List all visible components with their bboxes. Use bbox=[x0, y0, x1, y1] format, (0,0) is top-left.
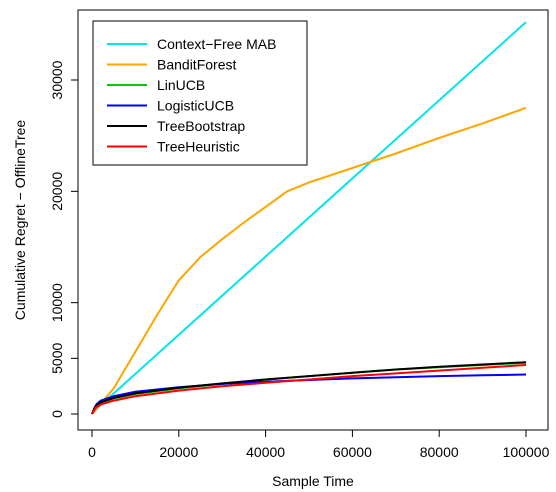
legend-label-3: LogisticUCB bbox=[157, 98, 234, 114]
legend-label-1: BanditForest bbox=[157, 57, 236, 73]
x-tick-label: 0 bbox=[88, 444, 96, 460]
series-line-2 bbox=[91, 361, 527, 415]
series-line-4 bbox=[91, 361, 527, 415]
y-tick-label: 30000 bbox=[49, 60, 65, 99]
x-tick-label: 100000 bbox=[503, 444, 550, 460]
legend-label-2: LinUCB bbox=[157, 77, 205, 93]
series-line-5 bbox=[91, 364, 527, 415]
y-tick-label: 0 bbox=[49, 410, 65, 418]
series-line-1 bbox=[91, 106, 527, 415]
series-layer bbox=[91, 21, 527, 415]
legend-label-5: TreeHeuristic bbox=[157, 139, 240, 155]
y-axis: 0 5000 10000 20000 30000 bbox=[49, 60, 79, 418]
y-axis-title: Cumulative Regret − OfflineTree bbox=[12, 120, 28, 321]
legend-label-0: Context−Free MAB bbox=[157, 36, 276, 52]
x-axis: 0 20000 40000 60000 80000 100000 bbox=[88, 429, 550, 460]
x-tick-label: 80000 bbox=[420, 444, 459, 460]
legend: Context−Free MAB BanditForest LinUCB Logist… bbox=[92, 20, 308, 166]
x-tick-label: 40000 bbox=[246, 444, 285, 460]
y-tick-label: 5000 bbox=[49, 343, 65, 374]
y-tick-label: 20000 bbox=[49, 172, 65, 211]
legend-label-4: TreeBootstrap bbox=[157, 118, 245, 134]
x-tick-label: 20000 bbox=[159, 444, 198, 460]
x-axis-title: Sample Time bbox=[272, 473, 354, 489]
y-tick-label: 10000 bbox=[49, 283, 65, 322]
x-tick-label: 60000 bbox=[333, 444, 372, 460]
